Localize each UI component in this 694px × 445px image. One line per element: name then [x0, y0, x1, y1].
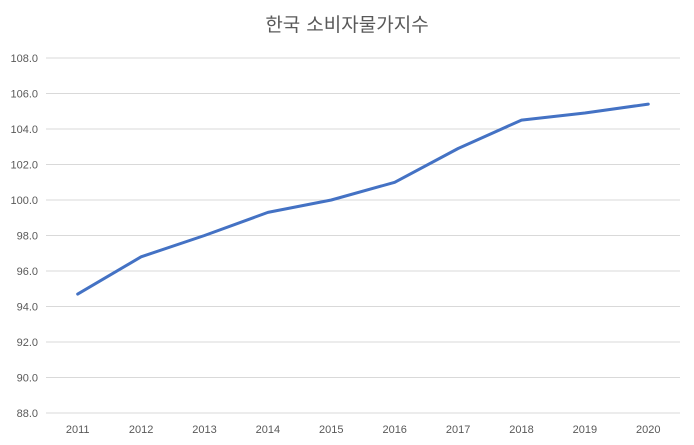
y-tick-label: 90.0 [17, 373, 38, 385]
data-point-2017 [455, 146, 461, 152]
x-tick-label: 2014 [256, 424, 280, 436]
x-tick-label: 2017 [446, 424, 470, 436]
data-point-2015 [328, 197, 334, 203]
x-tick-label: 2013 [192, 424, 216, 436]
data-point-2019 [582, 110, 588, 116]
y-tick-label: 96.0 [17, 266, 38, 278]
y-tick-label: 106.0 [10, 89, 38, 101]
y-tick-label: 102.0 [10, 160, 38, 172]
x-tick-label: 2019 [573, 424, 597, 436]
x-tick-label: 2020 [636, 424, 660, 436]
data-point-2014 [265, 209, 271, 215]
x-tick-label: 2018 [509, 424, 533, 436]
data-point-2012 [138, 254, 144, 260]
data-point-2016 [392, 179, 398, 185]
y-tick-label: 94.0 [17, 302, 38, 314]
y-tick-label: 92.0 [17, 337, 38, 349]
data-point-2018 [519, 117, 525, 123]
y-tick-label: 108.0 [10, 53, 38, 65]
chart-title: 한국 소비자물가지수 [265, 14, 429, 36]
data-point-2013 [202, 233, 208, 239]
x-tick-label: 2015 [319, 424, 343, 436]
series-line [76, 102, 650, 296]
data-point-2020 [645, 101, 651, 107]
y-tick-label: 104.0 [10, 124, 38, 136]
y-tick-label: 100.0 [10, 195, 38, 207]
x-tick-label: 2011 [66, 424, 90, 436]
y-tick-label: 88.0 [17, 408, 38, 420]
data-point-2011 [75, 291, 81, 297]
y-tick-label: 98.0 [17, 231, 38, 243]
x-tick-label: 2016 [382, 424, 406, 436]
x-tick-label: 2012 [129, 424, 153, 436]
